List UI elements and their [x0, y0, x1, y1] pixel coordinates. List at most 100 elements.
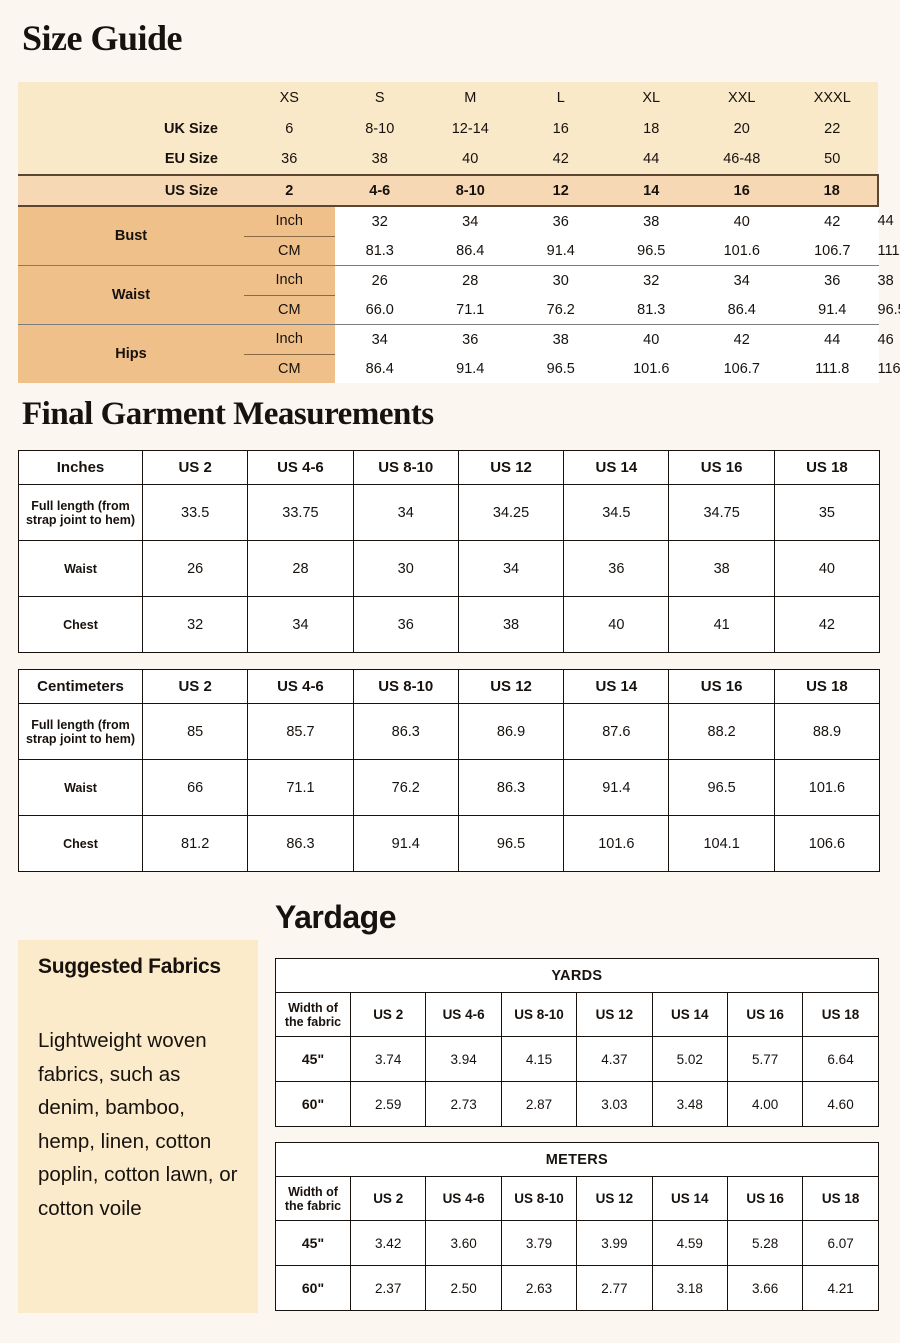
garment-header-us-12: US 12: [457, 450, 565, 485]
yardage-value: 4.21: [802, 1265, 879, 1311]
yardage-title: METERS: [275, 1142, 879, 1177]
garment-value: 36: [563, 540, 670, 597]
garment-value: 71.1: [247, 759, 354, 816]
yardage-header-us-18: US 18: [802, 992, 879, 1037]
yardage-value: 5.02: [651, 1036, 728, 1082]
measurement-value: 96.5: [606, 236, 697, 266]
measurement-value: 46: [877, 324, 894, 354]
garment-header-us-8-10: US 8-10: [352, 669, 459, 704]
garment-value: 91.4: [563, 759, 670, 816]
region-value: 18: [606, 113, 697, 144]
yardage-title: YARDS: [275, 958, 879, 993]
garment-value: 40: [563, 596, 670, 653]
yardage-value: 6.64: [802, 1036, 879, 1082]
yardage-value: 6.07: [802, 1220, 879, 1266]
garment-value: 36: [352, 596, 459, 653]
region-label-uk-size: UK Size: [18, 113, 244, 144]
yardage-value: 3.66: [726, 1265, 804, 1311]
yardage-value: 3.03: [576, 1081, 653, 1127]
section-title-final-garment: Final Garment Measurements: [22, 396, 434, 432]
region-value: 2: [244, 174, 335, 207]
garment-header-us-12: US 12: [457, 669, 565, 704]
region-value: 46-48: [696, 144, 787, 175]
garment-row: Waist 26 28 30 34 36 38 40: [18, 540, 881, 597]
yardage-value: 3.60: [425, 1220, 502, 1266]
measurement-value: 36: [787, 265, 878, 295]
garment-value: 106.6: [773, 815, 881, 872]
region-value: 14: [606, 174, 697, 207]
region-row-uk-size: UK Size 6 8-10 12-14 16 18 20 22: [18, 113, 878, 144]
measurement-value: 86.4: [696, 295, 787, 325]
measurement-value: 26: [334, 265, 425, 295]
yardage-value: 3.99: [576, 1220, 653, 1266]
measurement-value: 28: [425, 265, 516, 295]
size-header-spacer: [18, 82, 244, 113]
measurement-value: 101.6: [696, 236, 787, 266]
garment-value: 30: [352, 540, 459, 597]
yardage-header-us-2: US 2: [349, 1176, 427, 1221]
yardage-header-us-2: US 2: [349, 992, 427, 1037]
garment-value: 88.2: [668, 703, 775, 760]
garment-header-us-4-6: US 4-6: [247, 669, 354, 704]
garment-value: 101.6: [563, 815, 670, 872]
yardage-value: 3.42: [349, 1220, 427, 1266]
yardage-yards-table: YARDS Width of the fabric US 2 US 4-6 US 8-1…: [275, 958, 879, 1127]
measurement-value: 81.3: [606, 295, 697, 325]
garment-header-us-14: US 14: [563, 450, 670, 485]
yardage-header-us-16: US 16: [726, 1176, 804, 1221]
garment-row: Full length (from strap joint to hem) 33.…: [18, 484, 881, 541]
garment-header-us-18: US 18: [773, 669, 881, 704]
measurement-value: 106.7: [787, 236, 878, 266]
region-value: 36: [244, 144, 335, 175]
garment-row: Chest 81.2 86.3 91.4 96.5 101.6 104.1 106.6: [18, 815, 881, 872]
measurement-value: 36: [515, 206, 606, 236]
garment-header-us-2: US 2: [141, 450, 249, 485]
yardage-value: 3.79: [500, 1220, 578, 1266]
region-label-us-size: US Size: [18, 174, 244, 207]
garment-value: 81.2: [141, 815, 249, 872]
garment-value: 34.5: [563, 484, 670, 541]
yardage-value: 4.59: [651, 1220, 728, 1266]
yardage-header-us-4-6: US 4-6: [425, 992, 502, 1037]
yardage-header-us-8-10: US 8-10: [500, 1176, 578, 1221]
garment-header-us-2: US 2: [141, 669, 249, 704]
measurement-value: 44: [787, 324, 878, 354]
garment-value: 40: [773, 540, 881, 597]
measurement-value: 44: [877, 206, 894, 236]
measurement-value: 91.4: [515, 236, 606, 266]
size-chart-body: XS S M L XL XXL XXXL UK Size 6 8-10 12-14 16 18 20 22 E…: [18, 82, 900, 383]
yardage-value: 2.59: [349, 1081, 427, 1127]
measurement-value: 81.3: [334, 236, 425, 266]
garment-header-us-4-6: US 4-6: [247, 450, 354, 485]
yardage-row: 60" 2.37 2.50 2.63 2.77 3.18 3.66 4.21: [275, 1265, 879, 1311]
garment-value: 87.6: [563, 703, 670, 760]
garment-value: 33.75: [247, 484, 354, 541]
garment-value: 42: [773, 596, 881, 653]
measurement-name-bust: Bust: [18, 206, 244, 266]
yardage-title-row: YARDS: [275, 958, 879, 993]
yardage-value: 3.94: [425, 1036, 502, 1082]
measurement-name-hips: Hips: [18, 324, 244, 383]
region-value: 8-10: [334, 113, 425, 144]
measurement-value: 34: [425, 206, 516, 236]
region-value: 12: [515, 174, 606, 207]
yardage-value: 5.28: [726, 1220, 804, 1266]
final-garment-cm-table: Centimeters US 2 US 4-6 US 8-10 US 12 US 14 US…: [18, 669, 881, 872]
yardage-value: 2.77: [576, 1265, 653, 1311]
region-value: 18: [787, 174, 879, 207]
yardage-header-us-4-6: US 4-6: [425, 1176, 502, 1221]
garment-header-us-18: US 18: [773, 450, 881, 485]
size-chart-table: XS S M L XL XXL XXXL UK Size 6 8-10 12-14 16 18 20 22 E…: [18, 82, 900, 383]
yardage-header-us-18: US 18: [802, 1176, 879, 1221]
yardage-header-row: Width of the fabric US 2 US 4-6 US 8-10 US 1…: [275, 1176, 879, 1221]
size-header-XL: XL: [606, 82, 697, 113]
yardage-header-us-12: US 12: [576, 992, 653, 1037]
region-value: 44: [606, 144, 697, 175]
region-value: 12-14: [425, 113, 516, 144]
measurement-unit-inch: Inch: [244, 324, 335, 355]
page-title: Size Guide: [22, 18, 183, 58]
yardage-row: 45" 3.42 3.60 3.79 3.99 4.59 5.28 6.07: [275, 1220, 879, 1266]
region-row-us-size: US Size 2 4-6 8-10 12 14 16 18: [18, 174, 879, 207]
yardage-value: 3.74: [349, 1036, 427, 1082]
suggested-fabrics-title: Suggested Fabrics: [38, 955, 221, 978]
